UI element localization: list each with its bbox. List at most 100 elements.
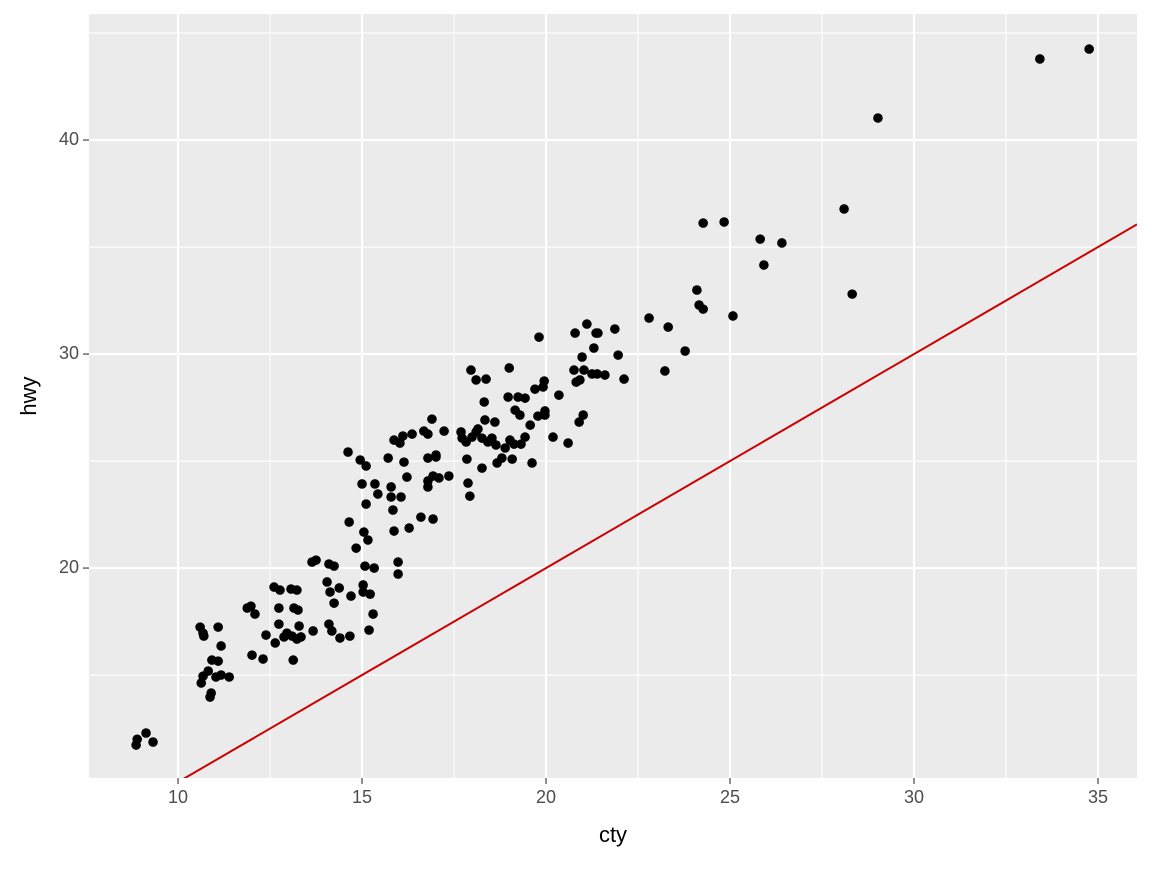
point	[473, 424, 483, 434]
point	[292, 634, 302, 644]
point	[500, 443, 510, 453]
point	[335, 633, 345, 643]
point	[477, 463, 487, 473]
point	[399, 457, 409, 467]
point	[574, 417, 584, 427]
point	[569, 365, 579, 375]
y-tick-label: 30	[59, 343, 79, 363]
point	[589, 343, 599, 353]
point	[404, 523, 414, 533]
point	[211, 672, 221, 682]
point	[610, 324, 620, 334]
point	[515, 410, 525, 420]
x-tick-label: 20	[536, 787, 556, 807]
point	[351, 543, 361, 553]
point	[444, 471, 454, 481]
point	[613, 350, 623, 360]
y-tick-label: 20	[59, 557, 79, 577]
point	[755, 234, 765, 244]
point	[777, 238, 787, 248]
point	[728, 311, 738, 321]
point	[423, 429, 433, 439]
point	[389, 526, 399, 536]
point	[525, 420, 536, 430]
point	[364, 625, 374, 635]
point	[516, 439, 526, 449]
point	[363, 535, 373, 545]
point	[386, 482, 396, 492]
y-tick-label: 40	[59, 129, 79, 149]
grid	[89, 14, 1137, 778]
point	[462, 454, 472, 464]
point	[325, 587, 335, 597]
point	[1084, 44, 1094, 54]
x-axis-label: cty	[599, 822, 627, 847]
point	[344, 517, 354, 527]
point	[434, 473, 444, 483]
point	[346, 591, 356, 601]
point	[570, 328, 580, 338]
point	[329, 561, 339, 571]
point	[370, 479, 380, 489]
point	[322, 577, 332, 587]
point	[311, 555, 321, 565]
point	[246, 601, 256, 611]
point	[361, 499, 371, 509]
point	[203, 666, 214, 676]
point	[270, 638, 280, 648]
point	[369, 563, 379, 573]
point	[465, 491, 475, 501]
y-axis-label: hwy	[16, 376, 41, 415]
point	[396, 492, 406, 502]
point	[463, 478, 473, 488]
point	[548, 432, 558, 442]
point	[509, 439, 519, 449]
point	[393, 569, 403, 579]
point	[216, 641, 226, 651]
point	[680, 346, 690, 356]
point	[213, 622, 223, 632]
point	[873, 113, 883, 123]
point	[692, 285, 702, 295]
point	[274, 619, 284, 629]
point	[407, 429, 417, 439]
point	[554, 390, 564, 400]
point	[480, 415, 490, 425]
point	[416, 512, 426, 522]
point	[327, 626, 337, 636]
point	[368, 609, 378, 619]
point	[563, 438, 573, 448]
point	[1035, 54, 1045, 64]
point	[365, 589, 375, 599]
x-tick-label: 15	[352, 787, 372, 807]
point	[275, 585, 285, 595]
point	[497, 453, 507, 463]
reference-line	[183, 223, 1137, 778]
point	[839, 204, 849, 214]
point	[393, 557, 403, 567]
point	[579, 365, 589, 375]
x-tick-label: 25	[720, 787, 740, 807]
point	[520, 393, 530, 403]
point	[527, 458, 537, 468]
point	[577, 352, 587, 362]
point	[373, 489, 383, 499]
point	[308, 626, 318, 636]
point	[361, 461, 371, 471]
point	[357, 479, 367, 489]
point	[205, 692, 215, 702]
point	[593, 328, 603, 338]
point	[431, 450, 441, 460]
point	[148, 737, 158, 747]
point	[141, 728, 151, 738]
point	[213, 656, 223, 666]
point	[250, 609, 260, 619]
point	[539, 376, 549, 386]
point	[388, 505, 398, 515]
point	[383, 453, 393, 463]
point	[481, 374, 491, 384]
point	[479, 397, 490, 407]
point	[847, 289, 857, 299]
point	[619, 374, 629, 384]
